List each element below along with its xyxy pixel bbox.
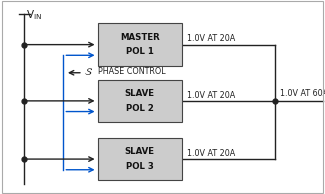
Text: POL 2: POL 2 — [126, 104, 154, 113]
Text: PHASE CONTROL: PHASE CONTROL — [98, 67, 165, 76]
Text: 1.0V AT 60A: 1.0V AT 60A — [280, 89, 325, 98]
Bar — [98, 80, 182, 122]
Bar — [98, 138, 182, 180]
Text: 1.0V AT 20A: 1.0V AT 20A — [187, 149, 235, 158]
Text: SLAVE: SLAVE — [125, 147, 155, 156]
Bar — [98, 23, 182, 66]
Text: SLAVE: SLAVE — [125, 89, 155, 98]
Text: POL 1: POL 1 — [126, 48, 154, 56]
Text: V$_{\mathregular{IN}}$: V$_{\mathregular{IN}}$ — [26, 8, 42, 22]
Text: $\mathcal{S}$: $\mathcal{S}$ — [84, 66, 94, 77]
Text: 1.0V AT 20A: 1.0V AT 20A — [187, 34, 235, 43]
Text: MASTER: MASTER — [120, 33, 160, 42]
Text: POL 3: POL 3 — [126, 162, 154, 171]
Text: 1.0V AT 20A: 1.0V AT 20A — [187, 91, 235, 100]
